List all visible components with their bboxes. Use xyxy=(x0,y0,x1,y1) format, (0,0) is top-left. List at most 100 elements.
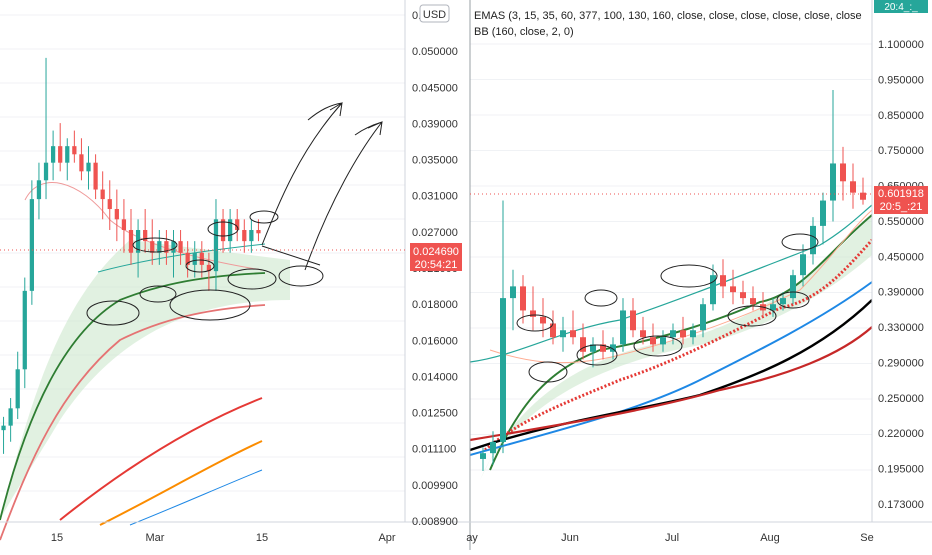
bb-fill-left xyxy=(0,240,290,520)
candle-body xyxy=(480,453,486,459)
candle-body xyxy=(235,219,240,231)
right-y-axis[interactable] xyxy=(872,0,932,550)
orange-ema-left xyxy=(99,440,263,526)
candle-body xyxy=(50,146,56,163)
x-tick-label: 15 xyxy=(256,532,268,544)
annotation-ellipse xyxy=(584,289,618,307)
candle-body xyxy=(185,252,190,265)
candle xyxy=(790,269,796,305)
right-candles xyxy=(480,89,866,471)
candle xyxy=(242,219,247,253)
candle-body xyxy=(840,163,846,182)
candle-body xyxy=(650,337,656,345)
candle xyxy=(29,180,34,305)
candle xyxy=(780,292,786,311)
candle-body xyxy=(242,230,247,242)
legend-emas[interactable]: EMAS (3, 15, 35, 60, 377, 100, 130, 160,… xyxy=(474,10,862,22)
candle xyxy=(510,269,516,331)
candle xyxy=(620,298,626,352)
candle xyxy=(820,192,826,245)
candle-body xyxy=(199,252,204,265)
candle-body xyxy=(860,192,866,200)
candle-body xyxy=(700,304,706,331)
candle xyxy=(580,323,586,360)
blue-ema-left xyxy=(129,469,263,526)
candle-body xyxy=(164,241,169,253)
y-tick-label: 0.550000 xyxy=(878,216,924,228)
annotation-ellipse xyxy=(207,221,239,237)
candle xyxy=(114,189,119,242)
right-price-countdown: 20:5_:21 xyxy=(880,201,923,213)
candle-body xyxy=(680,330,686,338)
y-tick-label: 0.027000 xyxy=(412,227,458,239)
x-tick-label: Apr xyxy=(378,532,395,544)
candle-body xyxy=(710,275,716,305)
x-tick-label: Se xyxy=(860,532,873,544)
projection-path xyxy=(261,245,321,266)
candle xyxy=(50,130,56,181)
candle-body xyxy=(256,230,261,234)
candle-body xyxy=(520,286,526,311)
candle-body xyxy=(206,264,212,272)
candle xyxy=(150,219,155,265)
annotation-ellipse xyxy=(516,314,554,332)
candle xyxy=(680,316,686,345)
candle-body xyxy=(670,330,676,338)
candle xyxy=(128,209,134,265)
candle-body xyxy=(640,330,646,338)
left-price-tag xyxy=(410,243,462,271)
pink-ema-left xyxy=(0,304,266,541)
candle-body xyxy=(8,408,13,426)
candle-body xyxy=(770,304,776,311)
candle xyxy=(860,177,866,205)
candle xyxy=(770,298,776,317)
legend-bb[interactable]: BB (160, close, 2, 0) xyxy=(474,26,574,38)
candle-body xyxy=(730,286,736,293)
y-tick-label: 0.011100 xyxy=(412,444,456,456)
red-ema-left xyxy=(59,397,263,521)
candle-body xyxy=(820,200,826,226)
candle-body xyxy=(570,330,576,338)
y-tick-label: 0.450000 xyxy=(878,251,924,263)
candle-body xyxy=(228,219,233,242)
annotation-ellipse xyxy=(185,259,215,273)
left-y-axis[interactable] xyxy=(405,0,470,550)
candle xyxy=(22,277,27,389)
candle xyxy=(690,323,696,345)
candle xyxy=(530,286,536,331)
annotation-ellipse xyxy=(169,289,251,321)
candle-body xyxy=(580,337,586,352)
x-tick-label: Jun xyxy=(561,532,579,544)
annotation-ellipse xyxy=(633,335,683,357)
candle xyxy=(740,280,746,305)
candle-body xyxy=(29,199,34,291)
candle xyxy=(164,230,169,265)
right-plot-area[interactable] xyxy=(470,0,872,522)
right-annotations xyxy=(516,233,819,383)
y-tick-label: 0.035000 xyxy=(412,155,458,167)
candle-body xyxy=(660,337,666,345)
y-tick-label: 0.039000 xyxy=(412,118,458,130)
candle-body xyxy=(590,344,596,352)
candle xyxy=(1,416,6,454)
projection-arrow xyxy=(304,121,383,271)
right-top-tag-value: 20:4_:_ xyxy=(884,2,918,13)
candle xyxy=(720,259,726,299)
candle xyxy=(65,138,70,181)
candle-body xyxy=(143,230,148,242)
annotation-ellipse xyxy=(528,361,568,383)
candle xyxy=(100,171,105,220)
y-tick-label: 0.016000 xyxy=(412,335,458,347)
candle-body xyxy=(128,230,134,253)
y-tick-label: 0.950000 xyxy=(878,74,924,86)
candle-body xyxy=(620,310,626,345)
candle xyxy=(480,447,486,471)
candle-body xyxy=(157,241,162,253)
currency-badge[interactable] xyxy=(419,4,450,23)
teal-ema-right xyxy=(469,204,873,363)
candle-body xyxy=(107,199,112,210)
candle xyxy=(600,330,606,360)
candle xyxy=(43,57,49,200)
candle xyxy=(185,241,190,278)
